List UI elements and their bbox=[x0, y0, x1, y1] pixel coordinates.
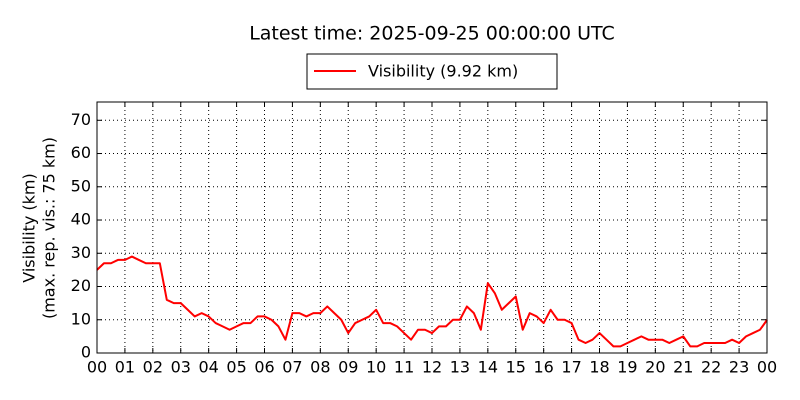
y-tick-label: 0 bbox=[81, 343, 91, 362]
x-tick-label: 15 bbox=[506, 358, 526, 377]
y-axis-label: Visibility (km) bbox=[20, 173, 39, 282]
x-tick-label: 10 bbox=[366, 358, 386, 377]
x-tick-label: 16 bbox=[533, 358, 553, 377]
y-tick-label: 10 bbox=[71, 309, 91, 328]
x-tick-label: 13 bbox=[450, 358, 470, 377]
x-tick-label: 17 bbox=[561, 358, 581, 377]
y-tick-label: 20 bbox=[71, 276, 91, 295]
x-tick-label: 20 bbox=[645, 358, 665, 377]
x-tick-label: 22 bbox=[701, 358, 721, 377]
x-tick-label: 08 bbox=[310, 358, 330, 377]
chart-title: Latest time: 2025-09-25 00:00:00 UTC bbox=[249, 23, 615, 45]
x-tick-label: 18 bbox=[589, 358, 609, 377]
x-tick-label: 03 bbox=[171, 358, 191, 377]
x-tick-label: 02 bbox=[143, 358, 163, 377]
x-tick-label: 21 bbox=[673, 358, 693, 377]
x-tick-label: 01 bbox=[115, 358, 135, 377]
y-tick-label: 50 bbox=[71, 176, 91, 195]
y-tick-label: 70 bbox=[71, 110, 91, 129]
x-tick-label: 04 bbox=[198, 358, 218, 377]
x-tick-label: 06 bbox=[254, 358, 274, 377]
x-tick-label: 14 bbox=[478, 358, 498, 377]
x-tick-label: 11 bbox=[394, 358, 414, 377]
x-tick-label: 07 bbox=[282, 358, 302, 377]
x-tick-label: 19 bbox=[617, 358, 637, 377]
plot-frame bbox=[96, 101, 768, 354]
x-tick-label: 09 bbox=[338, 358, 358, 377]
x-tick-label: 05 bbox=[226, 358, 246, 377]
legend-label: Visibility (9.92 km) bbox=[368, 62, 518, 81]
y-tick-label: 60 bbox=[71, 143, 91, 162]
x-tick-label: 12 bbox=[422, 358, 442, 377]
y-axis-label: (max. rep. vis.: 75 km) bbox=[40, 137, 59, 319]
data-line bbox=[96, 255, 768, 348]
x-tick-label: 00 bbox=[87, 358, 107, 377]
x-tick-label: 00 bbox=[757, 358, 777, 377]
y-tick-label: 40 bbox=[71, 210, 91, 229]
x-tick-label: 23 bbox=[729, 358, 749, 377]
y-tick-label: 30 bbox=[71, 243, 91, 262]
